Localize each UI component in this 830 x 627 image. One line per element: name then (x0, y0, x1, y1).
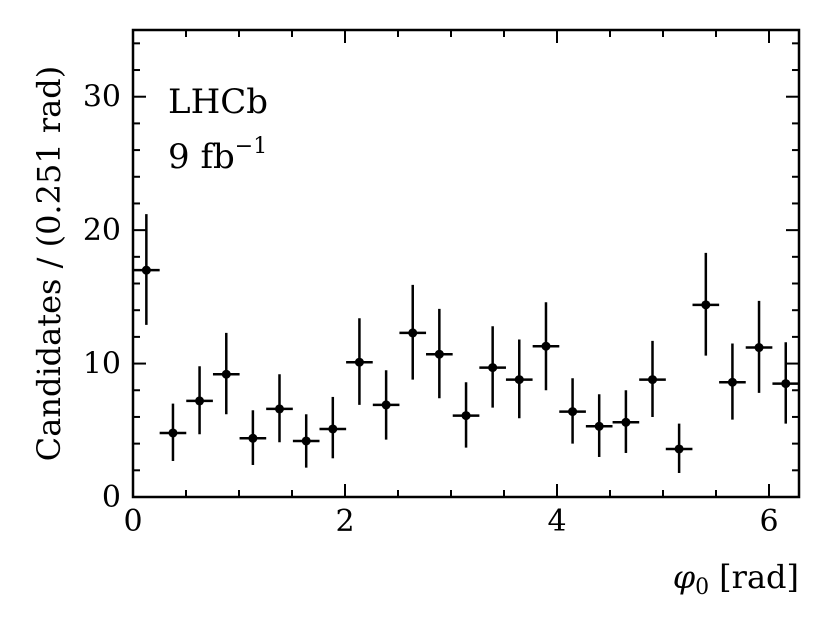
data-marker (727, 377, 737, 387)
data-point (719, 343, 746, 420)
data-marker (488, 363, 498, 373)
x-axis-subscript: 0 (695, 575, 709, 600)
data-marker (594, 421, 604, 431)
x-axis-unit: [rad] (719, 558, 799, 596)
data-point (212, 332, 240, 415)
data-point (266, 374, 293, 443)
data-point (612, 390, 640, 453)
data-point (692, 252, 720, 356)
data-marker (221, 369, 231, 379)
data-point (745, 300, 773, 393)
y-tick-label: 20 (83, 213, 121, 248)
data-marker (328, 424, 338, 434)
data-marker (195, 396, 205, 406)
y-tick-label: 30 (83, 80, 121, 115)
x-tick-label: 2 (335, 504, 354, 539)
plot-frame (131, 28, 801, 499)
data-point (639, 340, 666, 417)
data-point (452, 382, 480, 448)
experiment-label: LHCb (168, 82, 268, 122)
data-marker (568, 407, 578, 417)
data-point (239, 410, 267, 465)
data-point (772, 342, 800, 424)
data-marker (754, 343, 764, 353)
data-point (372, 370, 400, 440)
x-axis-symbol: φ (673, 558, 696, 596)
x-axis-title: φ0 [rad] (673, 558, 799, 600)
data-marker (674, 444, 684, 454)
y-tick-label: 0 (102, 480, 121, 515)
data-marker (301, 436, 311, 446)
data-marker (434, 349, 444, 359)
data-point (505, 339, 533, 419)
data-marker (274, 404, 284, 414)
data-marker (514, 375, 524, 385)
y-axis-title: Candidates / (0.251 rad) (30, 66, 68, 461)
tick-labels-layer: 0 2 4 6 0 10 20 30 (83, 80, 779, 539)
data-point (559, 378, 586, 444)
luminosity-exponent: −1 (235, 134, 267, 159)
x-tick-label: 0 (123, 504, 142, 539)
data-marker (354, 357, 364, 367)
data-marker (701, 300, 711, 310)
data-point (319, 396, 347, 459)
x-tick-label: 6 (759, 504, 778, 539)
luminosity-value: 9 fb (168, 137, 235, 177)
luminosity-label: 9 fb−1 (168, 134, 267, 177)
y-tick-label: 10 (83, 347, 121, 382)
data-point (585, 394, 613, 457)
data-point (133, 214, 160, 325)
data-marker (381, 400, 391, 410)
data-point (186, 366, 213, 435)
data-point (292, 414, 320, 468)
data-point (399, 284, 427, 380)
x-tick-label: 4 (547, 504, 566, 539)
data-point (346, 318, 373, 405)
data-point (479, 326, 506, 408)
data-marker (408, 328, 418, 338)
data-marker (141, 265, 151, 275)
data-marker (541, 341, 551, 351)
data-marker (648, 375, 658, 385)
data-point (426, 308, 453, 399)
data-marker (781, 379, 791, 389)
data-point (665, 423, 693, 473)
data-point (159, 403, 187, 461)
data-marker (168, 428, 178, 438)
data-point (532, 302, 560, 391)
data-marker (461, 411, 471, 421)
data-marker (248, 433, 258, 443)
data-points-layer (133, 214, 800, 473)
data-marker (621, 417, 631, 427)
